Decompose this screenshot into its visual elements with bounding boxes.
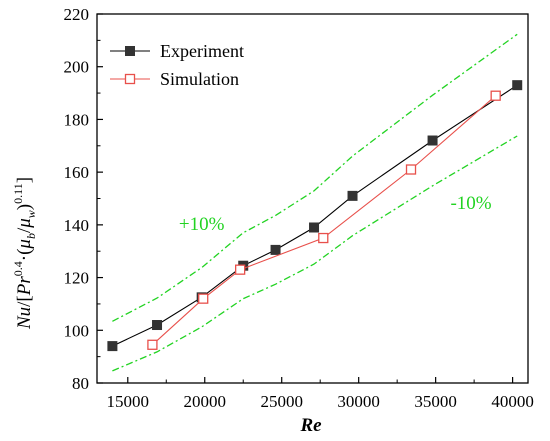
data-point [235, 264, 246, 275]
y-tick-label: 160 [64, 163, 90, 182]
series-simulation [147, 90, 501, 350]
y-tick-label: 220 [64, 5, 90, 24]
x-tick-label: 40000 [491, 392, 534, 411]
series-line [112, 84, 518, 347]
legend-label: Experiment [160, 41, 244, 61]
x-tick-label: 25000 [260, 392, 303, 411]
legend-item-experiment: Experiment [110, 41, 244, 61]
data-point [427, 135, 438, 146]
y-tick-label: 200 [64, 58, 90, 77]
data-point [107, 341, 118, 352]
data-point [490, 90, 501, 101]
bounds-layer [112, 33, 518, 372]
y-tick-label: 180 [64, 110, 90, 129]
legend-marker [124, 73, 136, 85]
series-experiment [107, 80, 523, 352]
bound-line-1 [112, 135, 518, 372]
y-axis-title: Nu/[Pr0.4·(μb/μw)0.11] [11, 177, 38, 330]
annotation-0: +10% [179, 214, 225, 235]
series-layer [107, 80, 523, 352]
legend-label: Simulation [160, 69, 239, 89]
data-point [405, 164, 417, 175]
series-line [152, 95, 497, 346]
ticks-layer: 15000 20000 25000 30000 35000 40000 80 100 120 14… [64, 5, 534, 411]
data-point [152, 320, 163, 331]
y-tick-label: 80 [72, 374, 89, 393]
legend: Experiment Simulation [110, 41, 244, 89]
data-point [198, 293, 209, 304]
data-point [512, 80, 523, 91]
legend-item-simulation: Simulation [110, 69, 239, 89]
x-tick-label: 20000 [184, 392, 227, 411]
x-axis-title: Re [299, 415, 322, 436]
data-point [318, 232, 329, 244]
annot-layer: +10% -10% [179, 193, 492, 235]
annotation-1: -10% [450, 193, 491, 214]
x-tick-label: 35000 [414, 392, 457, 411]
bound-line-0 [112, 33, 518, 322]
data-point [270, 244, 281, 255]
legend-marker [125, 46, 135, 56]
x-tick-label: 15000 [107, 392, 150, 411]
x-tick-label: 30000 [337, 392, 380, 411]
y-tick-label: 140 [64, 216, 90, 235]
data-point [309, 222, 320, 233]
data-point [147, 339, 158, 350]
y-tick-label: 120 [64, 269, 90, 288]
data-point [347, 190, 358, 201]
y-tick-label: 100 [64, 321, 90, 340]
